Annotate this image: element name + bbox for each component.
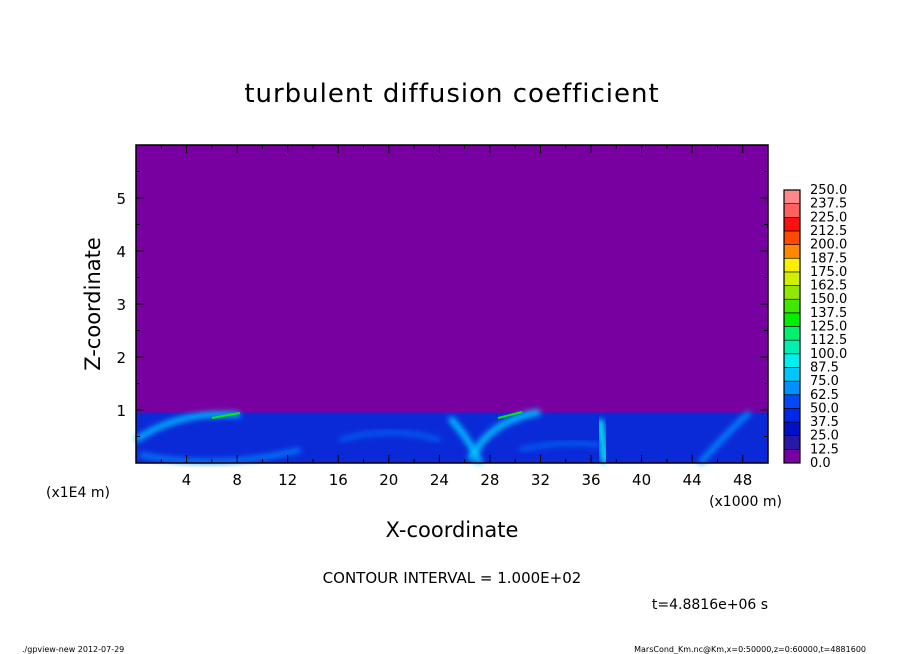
y-tick-label: 1 xyxy=(116,402,126,420)
colorbar-swatch xyxy=(783,339,801,355)
colorbar: 0.012.525.037.550.062.575.087.5100.0112.… xyxy=(783,183,847,471)
y-tick-label: 3 xyxy=(116,296,126,314)
colorbar-label: 12.5 xyxy=(810,442,839,457)
colorbar-swatch xyxy=(783,285,801,300)
colorbar-swatch xyxy=(783,217,801,232)
x-tick-label: 32 xyxy=(531,471,550,489)
colorbar-swatch xyxy=(783,203,801,218)
turbulent-streak xyxy=(447,415,483,465)
contour-field xyxy=(134,145,768,465)
colorbar-swatch xyxy=(783,326,801,341)
x-tick-label: 36 xyxy=(581,471,600,489)
colorbar-swatch xyxy=(783,449,801,464)
turbulent-streak xyxy=(139,448,301,464)
colorbar-label: 0.0 xyxy=(810,456,831,471)
colorbar-swatch xyxy=(783,367,801,382)
colorbar-swatch xyxy=(783,257,801,273)
background-region xyxy=(136,145,768,463)
x-tick-label: 24 xyxy=(430,471,449,489)
y-tick-label: 2 xyxy=(116,349,126,367)
turbulent-streak xyxy=(519,441,601,452)
x-tick-label: 40 xyxy=(632,471,651,489)
colorbar-frame xyxy=(783,189,801,464)
time-label: t=4.8816e+06 s xyxy=(652,597,768,613)
x-tick-label: 20 xyxy=(379,471,398,489)
turbulent-streak xyxy=(467,409,541,462)
colorbar-label: 137.5 xyxy=(810,306,847,321)
colorbar-swatch xyxy=(783,435,801,450)
high-value-patch xyxy=(497,411,523,419)
x-unit-label: (x1000 m) xyxy=(709,494,782,510)
colorbar-swatch xyxy=(783,244,801,259)
colorbar-label: 125.0 xyxy=(810,320,847,335)
colorbar-label: 150.0 xyxy=(810,292,847,307)
colorbar-label: 200.0 xyxy=(810,238,847,253)
colorbar-label: 212.5 xyxy=(810,224,847,239)
y-axis-label: Z-coordinate xyxy=(81,237,105,371)
y-unit-label: (x1E4 m) xyxy=(46,485,110,501)
y-tick-label: 5 xyxy=(116,190,126,208)
y-tick-label: 4 xyxy=(116,243,126,261)
footer-left: ./gpview-new 2012-07-29 xyxy=(22,645,124,654)
x-tick-label: 48 xyxy=(733,471,752,489)
colorbar-label: 187.5 xyxy=(810,251,847,266)
colorbar-swatch xyxy=(783,408,801,423)
colorbar-label: 100.0 xyxy=(810,347,847,362)
colorbar-swatch xyxy=(783,230,801,245)
boundary-layer-structures xyxy=(134,409,768,465)
colorbar-label: 162.5 xyxy=(810,279,847,294)
contour-interval: CONTOUR INTERVAL = 1.000E+02 xyxy=(323,569,582,587)
colorbar-swatch xyxy=(783,353,801,368)
colorbar-label: 25.0 xyxy=(810,429,839,444)
x-tick-label: 28 xyxy=(480,471,499,489)
colorbar-label: 62.5 xyxy=(810,388,839,403)
colorbar-label: 250.0 xyxy=(810,183,847,198)
turbulent-streak xyxy=(596,419,609,464)
colorbar-label: 37.5 xyxy=(810,415,839,430)
high-value-patch xyxy=(211,412,241,419)
colorbar-swatch xyxy=(783,298,801,314)
colorbar-label: 112.5 xyxy=(810,333,847,348)
colorbar-swatch xyxy=(783,380,801,396)
x-tick-label: 8 xyxy=(232,471,242,489)
colorbar-label: 225.0 xyxy=(810,210,847,225)
x-tick-label: 4 xyxy=(182,471,192,489)
turbulent-streak xyxy=(698,410,752,465)
colorbar-label: 75.0 xyxy=(810,374,839,389)
colorbar-label: 237.5 xyxy=(810,197,847,212)
x-tick-label: 12 xyxy=(278,471,297,489)
x-tick-label: 16 xyxy=(329,471,348,489)
colorbar-label: 50.0 xyxy=(810,401,839,416)
x-axis-label: X-coordinate xyxy=(386,518,519,542)
colorbar-label: 87.5 xyxy=(810,360,839,375)
colorbar-swatch xyxy=(783,421,801,436)
colorbar-swatch xyxy=(783,312,801,327)
chart-title: turbulent diffusion coefficient xyxy=(244,79,659,109)
colorbar-label: 175.0 xyxy=(810,265,847,280)
colorbar-swatch xyxy=(783,271,801,286)
colorbar-swatch xyxy=(783,394,801,409)
x-tick-label: 44 xyxy=(683,471,702,489)
footer-right: MarsCond_Km.nc@Km,x=0:50000,z=0:60000,t=… xyxy=(634,645,866,654)
colorbar-swatch xyxy=(783,189,801,204)
